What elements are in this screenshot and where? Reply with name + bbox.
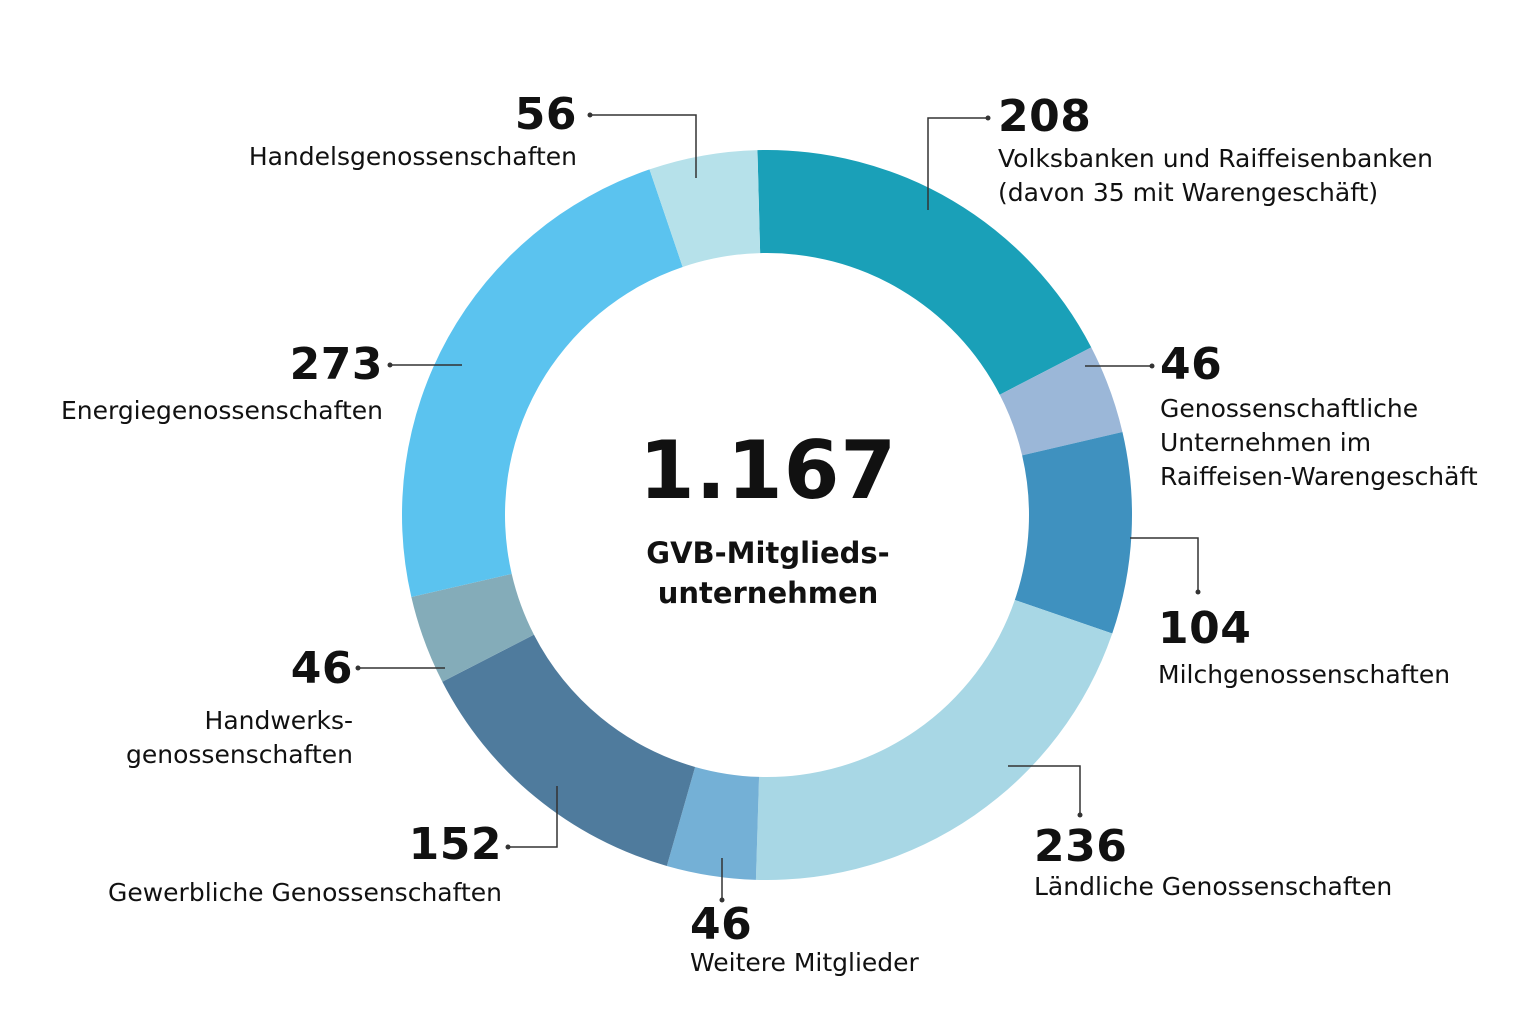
leader-line-laendliche [1008,765,1081,815]
segment-label-handel: 56 Handelsgenossenschaften [180,90,577,174]
segment-value: 152 [408,819,502,870]
segment-label-raiffeisen-warengeschaeft: 46 Genossenschaftliche Unternehmen im Ra… [1160,340,1530,494]
segment-value: 273 [289,339,383,390]
leader-dot-handwerks [355,665,361,671]
donut-segment-5 [442,634,696,866]
leader-dot-weitere [719,897,725,903]
total-members-value: 1.167 [638,424,898,517]
donut-segment-8 [649,150,761,267]
leader-line-volksbanken [927,117,988,210]
segment-label-gewerbliche: 152 Gewerbliche Genossenschaften [40,820,502,910]
donut-segment-2 [1014,431,1132,634]
segment-label-volksbanken: 208 Volksbanken und Raiffeisenbanken (da… [998,92,1518,210]
leader-dot-raiffeisen-warengeschaeft [1149,363,1155,369]
segment-label-milch: 104 Milchgenossenschaften [1158,604,1518,692]
segment-name: Genossenschaftliche Unternehmen im Raiff… [1160,394,1478,491]
segment-name: Volksbanken und Raiffeisenbanken (davon … [998,144,1433,207]
segment-value: 236 [1034,821,1128,872]
segment-name: Weitere Mitglieder [690,948,919,977]
donut-segment-1 [999,347,1123,456]
segment-name: Energiegenossenschaften [60,396,383,425]
segment-label-energie: 273 Energiegenossenschaften [20,340,383,428]
donut-segments [402,150,1132,880]
donut-segment-7 [402,169,683,598]
leader-dot-handel [587,112,593,118]
segment-value: 46 [290,643,353,694]
segment-label-handwerks: 46 Handwerks- genossenschaften [40,644,353,772]
segment-value: 208 [998,91,1092,142]
leader-dot-laendliche [1077,812,1083,818]
segment-name: Milchgenossenschaften [1158,660,1451,689]
segment-label-laendliche: 236 Ländliche Genossenschaften [1034,822,1454,904]
leader-lines [358,114,1199,900]
leader-line-gewerbliche [508,786,558,848]
leader-dot-volksbanken [985,115,991,121]
segment-label-weitere: 46 Weitere Mitglieder [690,900,1010,980]
leader-dot-energie [387,362,393,368]
leader-line-handel [590,114,697,178]
segment-name: Gewerbliche Genossenschaften [107,878,502,907]
segment-value: 46 [1160,339,1223,390]
segment-value: 56 [514,89,577,140]
segment-value: 46 [690,899,753,950]
segment-name: Ländliche Genossenschaften [1034,872,1393,901]
segment-value: 104 [1158,603,1252,654]
leader-line-milch [1130,537,1199,592]
leader-dot-gewerbliche [505,844,511,850]
donut-center: 1.167 GVB-Mitglieds- unternehmen [568,425,968,613]
donut-segment-4 [666,766,760,880]
segment-name: Handelsgenossenschaften [248,142,577,171]
total-members-label: GVB-Mitglieds- unternehmen [646,536,890,610]
donut-segment-0 [757,150,1092,395]
donut-segment-6 [411,573,534,682]
leader-dots [355,112,1201,903]
segment-name: Handwerks- genossenschaften [126,706,353,769]
donut-segment-3 [755,600,1113,880]
leader-dot-milch [1195,589,1201,595]
